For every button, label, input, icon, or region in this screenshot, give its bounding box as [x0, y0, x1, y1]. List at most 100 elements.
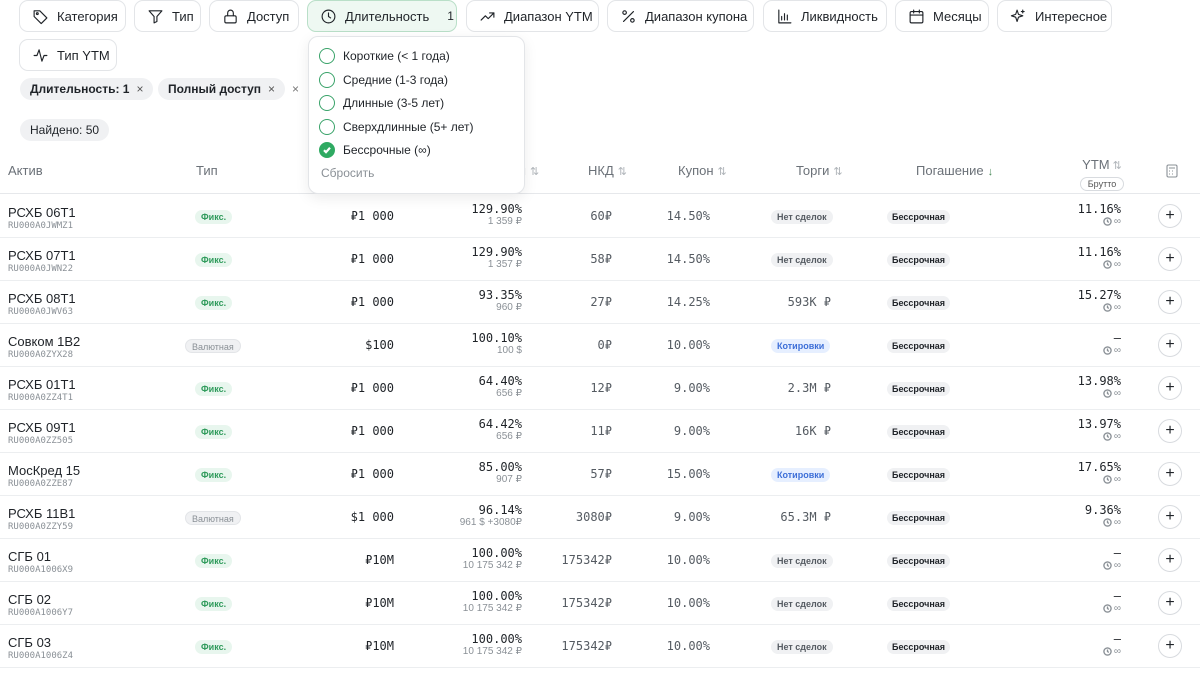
- asset-name[interactable]: РСХБ 11В1: [8, 506, 76, 521]
- add-to-portfolio-button[interactable]: +: [1158, 634, 1182, 658]
- radio-button[interactable]: [319, 95, 335, 111]
- asset-isin: RU000A0JWMZ1: [8, 221, 74, 231]
- reset-button[interactable]: Сбросить: [321, 166, 375, 180]
- trades-volume: 593K ₽: [787, 295, 831, 309]
- clear-filters-icon[interactable]: ×: [292, 82, 300, 96]
- nkd-value: 175342₽: [561, 639, 612, 653]
- price-cell: 100.10% 100 $: [471, 331, 522, 356]
- nominal-value: ₽1 000: [350, 209, 394, 223]
- asset-name[interactable]: Совком 1В2: [8, 334, 81, 349]
- filter-months-button[interactable]: Месяцы: [895, 0, 989, 32]
- price-amount: 961 $: [459, 517, 485, 528]
- column-nkd[interactable]: НКД ⇅: [588, 163, 627, 178]
- column-ytm[interactable]: YTM ⇅ Брутто: [1078, 156, 1126, 192]
- table-row[interactable]: СГБ 01 RU000A1006X9 Фикс. ₽10M 100.00% 10 175…: [0, 539, 1200, 582]
- add-to-portfolio-button[interactable]: +: [1158, 333, 1182, 357]
- filter-liquidity-button[interactable]: Ликвидность: [763, 0, 887, 32]
- filter-ytm-type-button[interactable]: Тип YTM: [19, 39, 117, 71]
- filter-label: Длительность: [345, 8, 430, 24]
- nkd-value: 27₽: [590, 295, 612, 309]
- filter-label: Месяцы: [933, 8, 982, 24]
- type-badge: Фикс.: [195, 425, 233, 439]
- asset-name[interactable]: СГБ 02: [8, 592, 52, 607]
- filter-category-button[interactable]: Категория: [19, 0, 126, 32]
- radio-button[interactable]: [319, 118, 335, 135]
- table-row[interactable]: РСХБ 11В1 RU000A0ZZY59 Валютная $1 000 96.14…: [0, 496, 1200, 539]
- duration-option[interactable]: Длинные (3-5 лет): [319, 93, 444, 113]
- price-sub: 10 175 342 ₽: [463, 646, 522, 657]
- clock-icon: [1103, 518, 1112, 527]
- asset-name[interactable]: РСХБ 08Т1: [8, 291, 76, 306]
- add-to-portfolio-button[interactable]: +: [1158, 462, 1182, 486]
- table-row[interactable]: СГБ 03 RU000A1006Z4 Фикс. ₽10M 100.00% 10 175…: [0, 625, 1200, 668]
- asset-name[interactable]: РСХБ 07Т1: [8, 248, 76, 263]
- add-to-portfolio-button[interactable]: +: [1158, 548, 1182, 572]
- add-to-portfolio-button[interactable]: +: [1158, 376, 1182, 400]
- remove-filter-icon[interactable]: ×: [136, 82, 144, 96]
- radio-button[interactable]: [319, 71, 335, 88]
- add-to-portfolio-button[interactable]: +: [1158, 247, 1182, 271]
- filter-label: Ликвидность: [801, 8, 878, 24]
- trades-badge: Нет сделок: [771, 554, 833, 568]
- filter-interesting-button[interactable]: Интересное: [997, 0, 1112, 32]
- price-cell: 100.00% 10 175 342 ₽: [463, 589, 522, 614]
- column-coupon[interactable]: Купон ⇅: [678, 163, 727, 178]
- filter-coupon-range-button[interactable]: Диапазон купона: [607, 0, 754, 32]
- asset-name[interactable]: СГБ 03: [8, 635, 52, 650]
- duration-option[interactable]: Короткие (< 1 года): [319, 46, 450, 66]
- ytm-value: 11.16%: [1077, 245, 1121, 259]
- clock-icon: [1103, 475, 1112, 484]
- add-to-portfolio-button[interactable]: +: [1158, 290, 1182, 314]
- table-row[interactable]: МосКред 15 RU000A0ZZE87 Фикс. ₽1 000 85.00% 9…: [0, 453, 1200, 496]
- table-row[interactable]: РСХБ 07Т1 RU000A0JWN22 Фикс. ₽1 000 129.90% 1…: [0, 238, 1200, 281]
- table-row[interactable]: СГБ 02 RU000A1006Y7 Фикс. ₽10M 100.00% 10 175…: [0, 582, 1200, 625]
- calculator-icon[interactable]: [1166, 164, 1178, 178]
- trades-volume: 2.3M ₽: [787, 381, 831, 395]
- price-sub: 961 $ +3080₽: [460, 517, 522, 528]
- table-row[interactable]: РСХБ 01Т1 RU000A0ZZ4T1 Фикс. ₽1 000 64.40% 65…: [0, 367, 1200, 410]
- column-type[interactable]: Тип: [196, 163, 218, 178]
- asset-name[interactable]: РСХБ 01Т1: [8, 377, 76, 392]
- duration-option[interactable]: Средние (1-3 года): [319, 70, 448, 90]
- price-percent: 64.42%: [478, 417, 522, 431]
- duration-option[interactable]: Бессрочные (∞): [319, 140, 431, 160]
- duration-option[interactable]: Сверхдлинные (5+ лет): [319, 117, 474, 137]
- table-row[interactable]: РСХБ 06Т1 RU000A0JWMZ1 Фикс. ₽1 000 129.90% 1…: [0, 195, 1200, 238]
- add-to-portfolio-button[interactable]: +: [1158, 204, 1182, 228]
- ytm-mode-badge[interactable]: Брутто: [1079, 177, 1125, 191]
- asset-name[interactable]: РСХБ 06Т1: [8, 205, 76, 220]
- radio-button[interactable]: [319, 142, 335, 158]
- table-row[interactable]: РСХБ 08Т1 RU000A0JWV63 Фикс. ₽1 000 93.35% 96…: [0, 281, 1200, 324]
- clock-icon: [1103, 346, 1112, 355]
- clock-icon: [1103, 647, 1112, 656]
- asset-name[interactable]: СГБ 01: [8, 549, 52, 564]
- bar-chart-icon: [778, 9, 792, 23]
- column-asset[interactable]: Актив: [8, 163, 43, 178]
- filter-access-button[interactable]: Доступ: [209, 0, 299, 32]
- duration-info: ∞: [1078, 216, 1121, 227]
- asset-isin: RU000A0ZZ4T1: [8, 393, 74, 403]
- table-row[interactable]: РСХБ 09Т1 RU000A0ZZ505 Фикс. ₽1 000 64.42% 65…: [0, 410, 1200, 453]
- maturity-badge: Бессрочная: [887, 554, 951, 568]
- filter-type-button[interactable]: Тип: [134, 0, 201, 32]
- ytm-cell: — ∞: [1103, 546, 1121, 571]
- clock-icon: [321, 9, 336, 23]
- radio-button[interactable]: [319, 48, 335, 64]
- column-trades[interactable]: Торги ⇅: [796, 163, 843, 178]
- table-row[interactable]: Совком 1В2 RU000A0ZYX28 Валютная $100 100.10…: [0, 324, 1200, 367]
- ytm-cell: — ∞: [1103, 632, 1121, 657]
- add-to-portfolio-button[interactable]: +: [1158, 419, 1182, 443]
- remove-filter-icon[interactable]: ×: [268, 82, 276, 96]
- add-to-portfolio-button[interactable]: +: [1158, 591, 1182, 615]
- asset-name[interactable]: МосКред 15: [8, 463, 81, 478]
- filter-duration-button[interactable]: Длительность 1: [307, 0, 457, 32]
- asset-name[interactable]: РСХБ 09Т1: [8, 420, 76, 435]
- filter-label: Тип YTM: [57, 47, 110, 63]
- add-to-portfolio-button[interactable]: +: [1158, 505, 1182, 529]
- coupon-value: 10.00%: [666, 553, 710, 567]
- price-cell: 100.00% 10 175 342 ₽: [463, 632, 522, 657]
- filter-ytm-range-button[interactable]: Диапазон YTM: [466, 0, 599, 32]
- nkd-value: 175342₽: [561, 553, 612, 567]
- column-maturity-label: Погашение: [916, 163, 984, 178]
- column-maturity[interactable]: Погашение ↓: [916, 163, 993, 178]
